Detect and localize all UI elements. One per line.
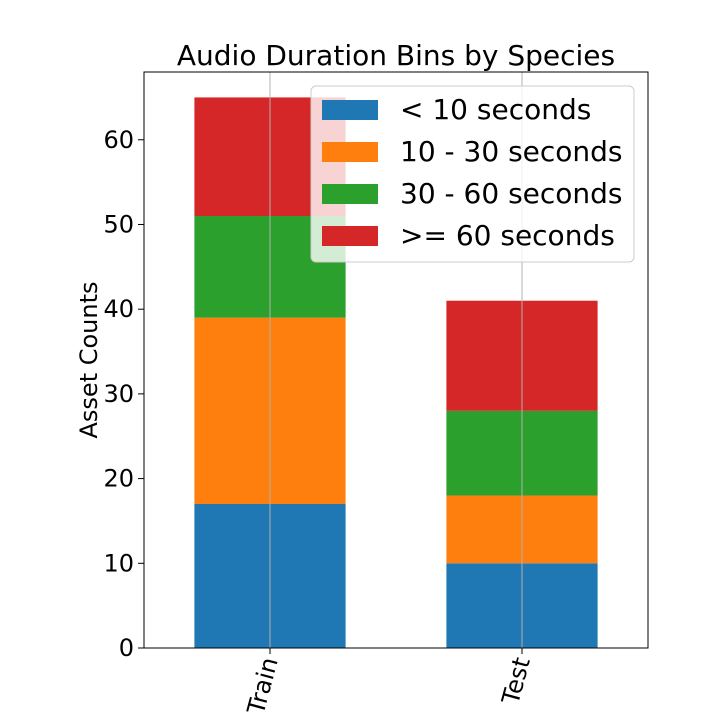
legend-swatch-3 xyxy=(322,226,378,246)
legend-swatch-1 xyxy=(322,142,378,162)
legend-swatch-2 xyxy=(322,184,378,204)
y-axis: 0 10 20 30 40 50 60 xyxy=(103,126,144,662)
y-axis-label: Asset Counts xyxy=(75,281,103,438)
legend: < 10 seconds 10 - 30 seconds 30 - 60 secon… xyxy=(310,85,635,263)
x-tick-label-test: Test xyxy=(496,654,536,708)
legend-label-2: 30 - 60 seconds xyxy=(400,177,623,210)
y-tick-label: 50 xyxy=(103,210,134,238)
chart-title: Audio Duration Bins by Species xyxy=(177,39,615,72)
y-tick-label: 20 xyxy=(103,465,134,493)
y-tick-label: 0 xyxy=(119,634,134,662)
legend-swatch-0 xyxy=(322,100,378,120)
plot-frame xyxy=(143,71,649,649)
legend-label-3: >= 60 seconds xyxy=(400,219,615,252)
legend-label-0: < 10 seconds xyxy=(400,93,591,126)
y-tick-label: 60 xyxy=(103,126,134,154)
legend-box xyxy=(310,85,635,263)
x-axis: Train Test xyxy=(242,648,536,718)
y-tick-label: 10 xyxy=(103,549,134,577)
x-tick-label-train: Train xyxy=(242,654,284,718)
y-tick-label: 40 xyxy=(103,295,134,323)
legend-label-1: 10 - 30 seconds xyxy=(400,135,623,168)
y-tick-label: 30 xyxy=(103,380,134,408)
